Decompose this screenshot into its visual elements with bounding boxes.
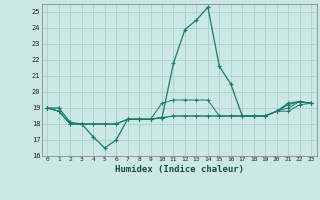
X-axis label: Humidex (Indice chaleur): Humidex (Indice chaleur) <box>115 165 244 174</box>
